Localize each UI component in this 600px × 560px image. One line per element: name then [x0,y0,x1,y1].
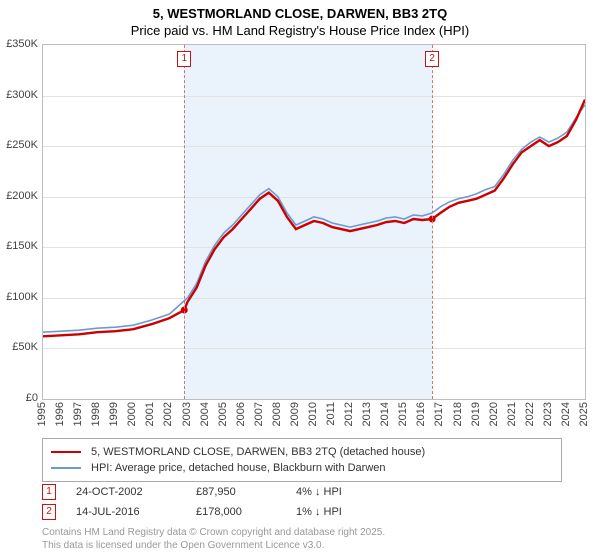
x-axis-label: 2013 [361,402,373,426]
annotation-row-1: 1 24-OCT-2002 £87,950 4% ↓ HPI [42,482,342,502]
x-axis-label: 2001 [144,402,156,426]
x-axis-label: 2011 [325,402,337,426]
legend-label-2: HPI: Average price, detached house, Blac… [91,462,386,474]
legend-label-1: 5, WESTMORLAND CLOSE, DARWEN, BB3 2TQ (d… [91,446,425,458]
series-hpi [43,105,585,333]
x-axis-label: 2017 [433,402,445,426]
y-axis-label: £350K [0,38,38,50]
x-axis-label: 2008 [271,402,283,426]
x-axis-label: 1997 [72,402,84,426]
x-axis-label: 2015 [397,402,409,426]
annotation-date-2: 14-JUL-2016 [76,506,176,518]
footer-line-1: Contains HM Land Registry data © Crown c… [42,526,385,539]
x-axis-label: 2003 [181,402,193,426]
x-axis-label: 1996 [54,402,66,426]
chart-title-line1: 5, WESTMORLAND CLOSE, DARWEN, BB3 2TQ [0,6,600,21]
legend-swatch-1 [51,451,81,454]
y-axis-label: £50K [0,341,38,353]
annotation-table: 1 24-OCT-2002 £87,950 4% ↓ HPI 2 14-JUL-… [42,482,342,522]
legend-item-1: 5, WESTMORLAND CLOSE, DARWEN, BB3 2TQ (d… [51,444,553,460]
footer-credits: Contains HM Land Registry data © Crown c… [42,526,385,552]
annotation-date-1: 24-OCT-2002 [76,486,176,498]
annotation-marker-1: 1 [42,484,56,500]
x-axis-label: 2022 [524,402,536,426]
annotation-delta-1: 4% ↓ HPI [296,486,342,498]
x-axis-label: 2006 [235,402,247,426]
x-axis-label: 1998 [90,402,102,426]
footer-line-2: This data is licensed under the Open Gov… [42,539,385,552]
x-axis-label: 1999 [108,402,120,426]
y-axis-label: £0 [0,392,38,404]
legend-swatch-2 [51,467,81,469]
x-axis-label: 2005 [217,402,229,426]
annotation-marker-2: 2 [42,504,56,520]
y-axis-label: £250K [0,139,38,151]
x-axis-label: 2002 [162,402,174,426]
x-axis-label: 2009 [289,402,301,426]
x-axis-label: 2012 [343,402,355,426]
y-axis-label: £300K [0,89,38,101]
chart-container: 5, WESTMORLAND CLOSE, DARWEN, BB3 2TQ Pr… [0,0,600,560]
legend-item-2: HPI: Average price, detached house, Blac… [51,460,553,476]
x-axis-label: 2019 [470,402,482,426]
x-axis-label: 2024 [560,402,572,426]
y-axis-label: £150K [0,240,38,252]
y-axis-label: £100K [0,291,38,303]
x-axis-label: 2014 [379,402,391,426]
x-axis-label: 2025 [578,402,590,426]
plot-area: 12 [42,44,586,400]
x-axis-label: 2016 [415,402,427,426]
x-axis-label: 2000 [126,402,138,426]
title-block: 5, WESTMORLAND CLOSE, DARWEN, BB3 2TQ Pr… [0,0,600,38]
chart-marker-2: 2 [425,51,439,67]
x-axis-label: 1995 [36,402,48,426]
annotation-delta-2: 1% ↓ HPI [296,506,342,518]
chart-title-line2: Price paid vs. HM Land Registry's House … [0,23,600,38]
annotation-price-1: £87,950 [196,486,276,498]
series-price_paid [43,100,585,337]
x-axis-label: 2021 [506,402,518,426]
legend: 5, WESTMORLAND CLOSE, DARWEN, BB3 2TQ (d… [42,438,562,482]
x-axis-label: 2010 [307,402,319,426]
x-axis-label: 2020 [488,402,500,426]
chart-marker-1: 1 [177,51,191,67]
x-axis-label: 2018 [452,402,464,426]
annotation-price-2: £178,000 [196,506,276,518]
x-axis-label: 2004 [199,402,211,426]
x-axis-label: 2023 [542,402,554,426]
line-series-svg [43,45,585,399]
annotation-row-2: 2 14-JUL-2016 £178,000 1% ↓ HPI [42,502,342,522]
y-axis-label: £200K [0,190,38,202]
x-axis-label: 2007 [253,402,265,426]
